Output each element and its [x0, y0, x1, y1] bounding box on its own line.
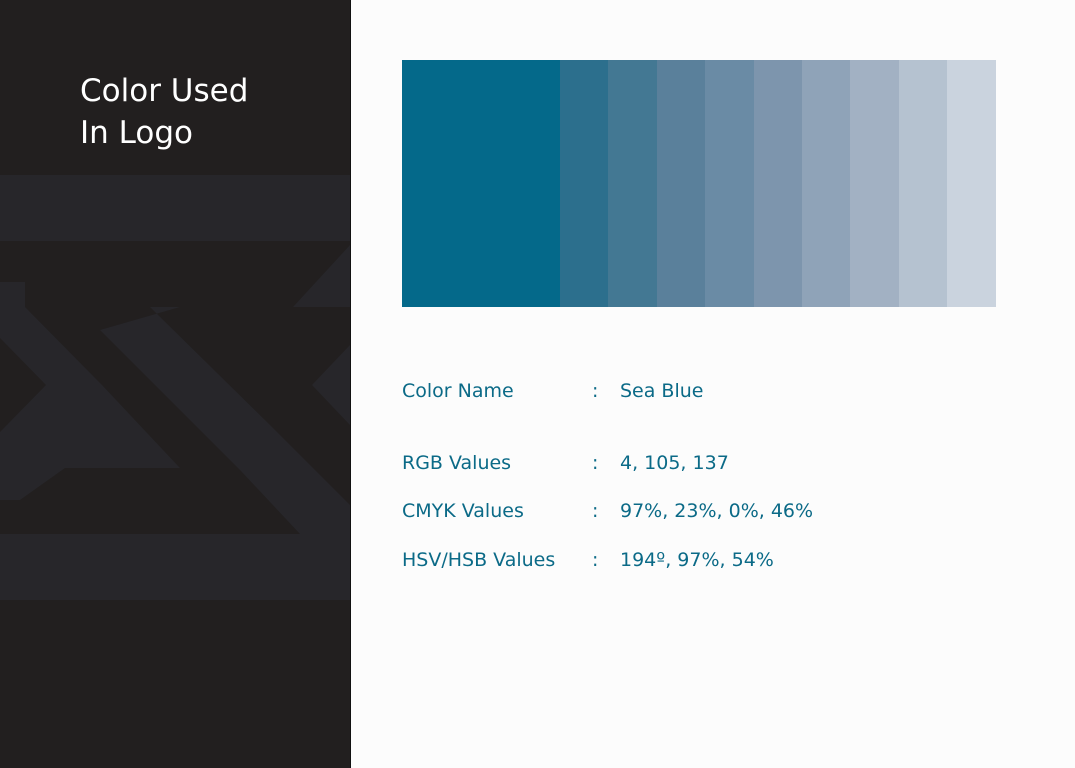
cmyk-separator: :	[592, 500, 599, 522]
color-name-separator: :	[592, 380, 599, 402]
left-panel: Color Used In Logo	[0, 0, 351, 768]
swatch-main	[402, 60, 560, 307]
swatch-tint-1	[560, 60, 609, 307]
hsv-label: HSV/HSB Values	[402, 549, 556, 571]
rgb-value: 4, 105, 137	[620, 452, 729, 474]
cmyk-label: CMYK Values	[402, 500, 524, 522]
panel-title-line-1: Color Used	[80, 73, 249, 109]
swatch-tint-5	[753, 60, 802, 307]
cmyk-value: 97%, 23%, 0%, 46%	[620, 500, 814, 522]
swatch-tint-9	[947, 60, 996, 307]
rgb-label: RGB Values	[402, 452, 512, 474]
rgb-separator: :	[592, 452, 599, 474]
swatch-tint-4	[705, 60, 754, 307]
pattern-chevron-left	[0, 282, 180, 500]
swatch-tint-2	[608, 60, 657, 307]
swatch-tint-7	[850, 60, 899, 307]
pattern-chevron-right	[100, 245, 350, 534]
hsv-value: 194º, 97%, 54%	[620, 549, 774, 571]
pattern-band-bottom	[0, 534, 350, 600]
color-swatch-strip	[402, 60, 996, 307]
swatch-tint-8	[898, 60, 948, 307]
color-name-value: Sea Blue	[620, 380, 704, 402]
swatch-tint-3	[656, 60, 706, 307]
pattern-band-top	[0, 175, 350, 241]
swatch-tint-6	[801, 60, 851, 307]
logo-pattern-background	[0, 175, 350, 600]
panel-title: Color Used In Logo	[80, 70, 248, 154]
color-name-label: Color Name	[402, 380, 514, 402]
pattern-notch-right	[312, 345, 350, 425]
panel-title-line-2: In Logo	[80, 115, 193, 151]
hsv-separator: :	[592, 549, 599, 571]
